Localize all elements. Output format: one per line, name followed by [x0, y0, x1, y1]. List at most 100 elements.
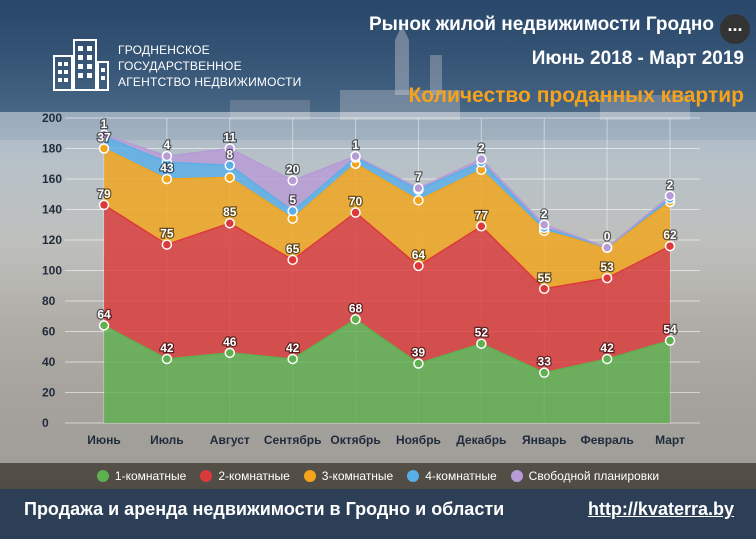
data-point: [664, 335, 676, 346]
data-label: 39: [412, 346, 426, 360]
website-link[interactable]: http://kvaterra.by: [587, 499, 734, 519]
data-label: 42: [160, 341, 174, 355]
data-label: 64: [412, 248, 426, 262]
data-point: [287, 353, 298, 365]
x-tick-label: Июль: [150, 433, 184, 447]
data-label: 42: [600, 341, 614, 355]
data-point: [476, 338, 487, 349]
y-tick-label: 60: [42, 325, 56, 339]
x-tick-label: Ноябрь: [396, 433, 441, 447]
series-line-4: [103, 135, 671, 249]
legend-item: 2-комнатные: [200, 469, 290, 483]
data-point: [161, 353, 173, 365]
series-line-1: [103, 318, 671, 374]
data-label: 65: [286, 242, 300, 256]
agency-logo-icon: [53, 39, 109, 91]
data-point: [98, 129, 110, 141]
data-point: [350, 150, 361, 162]
data-label: 8: [226, 147, 233, 161]
y-tick-label: 80: [42, 294, 56, 308]
data-label: 68: [349, 301, 363, 315]
data-label: 64: [97, 307, 111, 321]
data-label: 54: [663, 323, 677, 337]
area-5: [104, 134, 670, 248]
data-point: [601, 272, 613, 284]
y-tick-label: 40: [42, 355, 56, 369]
x-tick-label: Март: [655, 433, 685, 447]
data-label: 70: [349, 195, 363, 209]
data-label: 37: [97, 131, 111, 145]
data-point: [350, 207, 361, 218]
data-point: [476, 221, 487, 232]
y-tick-label: 140: [42, 203, 62, 217]
data-point: [287, 254, 298, 266]
legend-swatch: [510, 470, 523, 482]
data-point: [601, 353, 613, 365]
y-tick-label: 120: [42, 233, 62, 247]
data-point: [98, 199, 110, 211]
data-point: [98, 320, 110, 331]
agency-name-line1: ГРОДНЕНСКОЕ: [118, 43, 210, 57]
data-label: 1: [352, 138, 359, 152]
data-label: 33: [538, 355, 552, 369]
data-label: 79: [97, 187, 111, 201]
data-point: [224, 347, 236, 359]
agency-name: ГРОДНЕНСКОЕ ГОСУДАРСТВЕННОЕ АГЕНТСТВО НЕ…: [118, 42, 301, 90]
data-label: 20: [286, 163, 300, 177]
data-point: [413, 358, 424, 369]
x-tick-label: Февраль: [580, 433, 633, 447]
legend-swatch: [407, 470, 420, 482]
data-point: [664, 240, 676, 252]
series-line-5: [103, 134, 671, 249]
data-point: [413, 182, 424, 194]
data-point: [287, 205, 298, 217]
chart-title: Количество проданных квартир: [408, 84, 744, 107]
legend-swatch: [303, 470, 316, 482]
period-subtitle: Июнь 2018 - Март 2019: [531, 48, 744, 69]
data-label: 43: [160, 161, 174, 175]
y-tick-label: 200: [42, 111, 62, 125]
data-point: [224, 217, 236, 229]
city-skyline-illustration: [230, 25, 690, 120]
data-point: [161, 239, 173, 250]
data-point: [224, 143, 236, 154]
x-tick-label: Декабрь: [456, 433, 506, 447]
x-tick-label: Сентябрь: [264, 433, 322, 447]
y-tick-label: 20: [42, 386, 56, 400]
x-tick-label: Июнь: [87, 433, 121, 447]
legend-label: 4-комнатные: [425, 469, 497, 483]
y-tick-label: 0: [42, 416, 49, 430]
data-label: 2: [667, 178, 674, 192]
sky-overlay: [0, 0, 756, 140]
data-label: 7: [415, 170, 422, 184]
data-label: 4: [164, 138, 171, 152]
x-tick-label: Август: [210, 433, 250, 447]
data-label: 5: [289, 193, 296, 207]
data-label: 55: [538, 271, 552, 285]
data-label: 75: [160, 227, 174, 241]
legend-item: 3-комнатные: [303, 469, 393, 483]
data-point: [287, 175, 298, 186]
data-label: 2: [478, 141, 485, 155]
y-tick-label: 180: [42, 142, 62, 156]
footer-bar: Продажа и аренда недвижимости в Гродно и…: [0, 489, 756, 539]
data-label: 0: [604, 230, 611, 244]
data-point: [350, 314, 361, 325]
data-point: [224, 160, 236, 171]
legend-label: 1-комнатные: [114, 469, 187, 483]
data-point: [224, 172, 236, 183]
page-title: Рынок жилой недвижимости Гродно: [368, 14, 714, 35]
area-2: [104, 204, 670, 373]
x-tick-label: Январь: [522, 433, 566, 447]
data-label: 11: [223, 131, 236, 145]
data-point: [413, 195, 424, 206]
legend-label: Свободной планировки: [528, 469, 660, 483]
data-label: 1: [101, 117, 108, 131]
data-label: 52: [475, 326, 489, 340]
legend-item: 4-комнатные: [407, 469, 497, 483]
data-point: [664, 190, 676, 202]
data-point: [161, 150, 173, 162]
chart-legend: 1-комнатные 2-комнатные 3-комнатные 4-комна…: [0, 463, 756, 489]
more-menu-button[interactable]: ...: [720, 14, 750, 44]
legend-item: 1-комнатные: [96, 469, 187, 483]
